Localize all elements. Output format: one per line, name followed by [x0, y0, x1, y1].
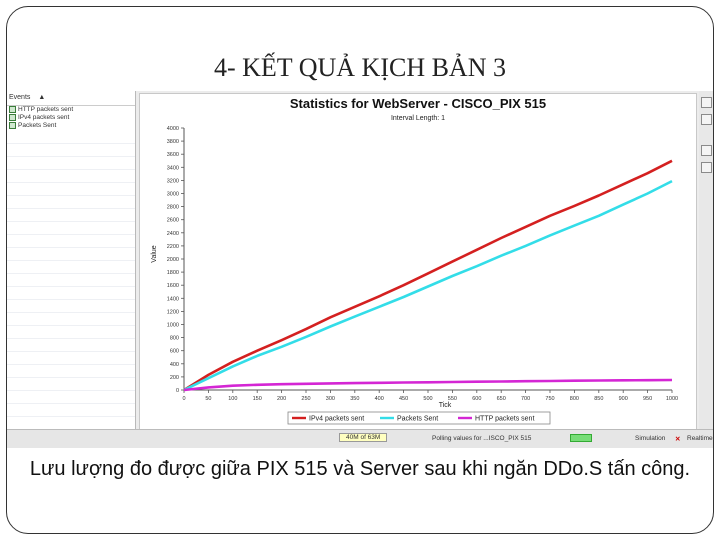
app-screenshot: Events ▲ HTTP packets sent IPv4 packets … — [7, 91, 713, 448]
event-item[interactable]: IPv4 packets sent — [7, 114, 135, 122]
y-tick-label: 1200 — [167, 309, 179, 315]
x-tick-label: 1000 — [666, 396, 678, 402]
x-tick-label: 500 — [423, 396, 432, 402]
toolbar-icon[interactable] — [701, 97, 712, 108]
x-tick-label: 900 — [619, 396, 628, 402]
series-layer — [183, 159, 673, 392]
y-tick-label: 1600 — [167, 283, 179, 289]
checkbox-icon[interactable] — [9, 106, 16, 113]
x-tick-label: 100 — [228, 396, 237, 402]
x-tick-label: 600 — [472, 396, 481, 402]
events-list-background — [7, 131, 135, 430]
y-tick-label: 3400 — [167, 165, 179, 171]
y-tick-label: 2400 — [167, 231, 179, 237]
toolbar-icon[interactable] — [701, 162, 712, 173]
status-bar: 40M of 63M Polling values for ...ISCO_PI… — [7, 429, 713, 448]
close-icon[interactable]: ✕ — [675, 436, 681, 443]
y-tick-label: 2200 — [167, 244, 179, 250]
x-tick-label: 950 — [643, 396, 652, 402]
y-tick-label: 3000 — [167, 192, 179, 198]
x-tick-label: 200 — [277, 396, 286, 402]
x-tick-label: 700 — [521, 396, 530, 402]
polling-status: Polling values for ...ISCO_PIX 515 — [432, 435, 532, 442]
legend-box — [287, 411, 551, 425]
memory-indicator: 40M of 63M — [339, 433, 388, 442]
x-tick-label: 0 — [182, 396, 185, 402]
y-tick-label: 0 — [176, 388, 179, 394]
chart-subtitle: Interval Length: 1 — [391, 115, 445, 122]
legend-label: Packets Sent — [397, 416, 438, 423]
y-axis-label: Value — [151, 245, 158, 262]
realtime-mode[interactable]: Realtime — [687, 435, 713, 442]
legend-label: HTTP packets sent — [475, 416, 534, 423]
y-tick-label: 2000 — [167, 257, 179, 263]
x-tick-label: 750 — [545, 396, 554, 402]
checkbox-icon[interactable] — [9, 122, 16, 129]
series-line — [183, 179, 673, 392]
x-axis-label: Tick — [439, 402, 452, 409]
right-toolbar — [699, 91, 713, 431]
x-tick-label: 50 — [205, 396, 211, 402]
x-tick-label: 400 — [375, 396, 384, 402]
x-tick-label: 150 — [253, 396, 262, 402]
y-tick-label: 600 — [170, 349, 179, 355]
toolbar-icon[interactable] — [701, 145, 712, 156]
checkbox-icon[interactable] — [9, 114, 16, 121]
x-tick-label: 650 — [497, 396, 506, 402]
legend-label: IPv4 packets sent — [309, 416, 364, 423]
event-item[interactable]: Packets Sent — [7, 122, 135, 130]
y-tick-label: 2800 — [167, 205, 179, 211]
series-line — [183, 378, 673, 392]
y-tick-label: 3200 — [167, 178, 179, 184]
y-tick-label: 1400 — [167, 296, 179, 302]
progress-icon — [570, 434, 592, 442]
y-tick-label: 1800 — [167, 270, 179, 276]
x-tick-label: 550 — [448, 396, 457, 402]
x-tick-label: 850 — [594, 396, 603, 402]
y-tick-label: 2600 — [167, 218, 179, 224]
y-tick-label: 800 — [170, 336, 179, 342]
legend: IPv4 packets sent Packets Sent HTTP packet… — [287, 411, 551, 425]
series-line — [183, 159, 673, 392]
x-tick-label: 450 — [399, 396, 408, 402]
slide-caption: Lưu lượng đo được giữa PIX 515 và Server… — [29, 458, 691, 480]
x-tick-label: 350 — [350, 396, 359, 402]
events-panel: Events ▲ HTTP packets sent IPv4 packets … — [7, 91, 136, 430]
y-tick-label: 1000 — [167, 323, 179, 329]
x-tick-label: 300 — [326, 396, 335, 402]
y-tick-label: 3600 — [167, 152, 179, 158]
axes: 0200400600800100012001400160018002000220… — [167, 126, 678, 402]
line-chart: Statistics for WebServer - CISCO_PIX 515… — [151, 96, 678, 425]
simulation-mode[interactable]: Simulation — [635, 435, 666, 442]
chart-title: Statistics for WebServer - CISCO_PIX 515 — [290, 96, 546, 111]
event-item[interactable]: HTTP packets sent — [7, 106, 135, 114]
y-tick-label: 400 — [170, 362, 179, 368]
x-tick-label: 250 — [301, 396, 310, 402]
y-tick-label: 200 — [170, 375, 179, 381]
events-panel-title: Events ▲ — [7, 91, 135, 106]
toolbar-icon[interactable] — [701, 114, 712, 125]
chart-frame: Statistics for WebServer - CISCO_PIX 515… — [139, 93, 697, 431]
y-tick-label: 3800 — [167, 139, 179, 145]
slide-title: 4- KẾT QUẢ KỊCH BẢN 3 — [213, 53, 506, 82]
y-tick-label: 4000 — [167, 126, 179, 132]
slide: 4- KẾT QUẢ KỊCH BẢN 3 Events ▲ HTTP pack… — [6, 6, 714, 534]
x-tick-label: 800 — [570, 396, 579, 402]
sort-arrow-icon[interactable]: ▲ — [38, 94, 46, 101]
